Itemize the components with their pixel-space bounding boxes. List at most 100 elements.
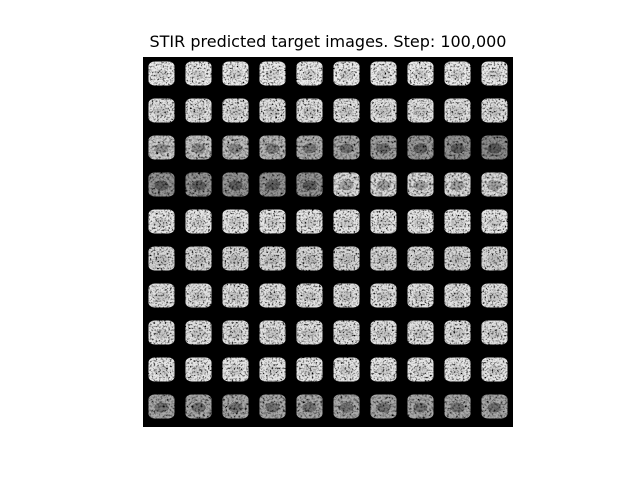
image-tile — [223, 173, 249, 197]
image-tile — [482, 62, 508, 86]
image-tile-structure — [488, 181, 502, 191]
image-tile — [408, 99, 434, 123]
image-tile — [260, 99, 286, 123]
image-tile — [371, 99, 397, 123]
image-tile — [297, 247, 323, 271]
image-tile-structure — [451, 403, 465, 413]
image-tile-structure — [377, 292, 391, 302]
image-tile — [149, 99, 175, 123]
image-tile — [445, 99, 471, 123]
image-tile — [149, 136, 175, 160]
image-tile-structure — [340, 107, 354, 117]
image-tile — [408, 247, 434, 271]
image-tile-structure — [488, 403, 502, 413]
image-tile — [334, 210, 360, 234]
image-tile-structure — [303, 329, 317, 339]
image-tile-structure — [192, 366, 206, 376]
image-tile-structure — [192, 292, 206, 302]
image-tile — [260, 210, 286, 234]
image-tile — [445, 210, 471, 234]
image-tile — [334, 395, 360, 419]
image-tile-structure — [303, 218, 317, 228]
image-tile — [149, 321, 175, 345]
image-tile-structure — [414, 107, 428, 117]
image-tile-structure — [488, 292, 502, 302]
image-tile — [223, 284, 249, 308]
image-tile-structure — [155, 181, 169, 191]
image-tile-structure — [451, 107, 465, 117]
image-tile — [408, 395, 434, 419]
image-tile-structure — [414, 403, 428, 413]
image-tile — [334, 62, 360, 86]
image-tile-structure — [192, 144, 206, 154]
image-tile — [223, 247, 249, 271]
image-tile — [445, 173, 471, 197]
image-tile-structure — [155, 403, 169, 413]
image-tile — [334, 321, 360, 345]
image-tile-structure — [229, 366, 243, 376]
image-tile-structure — [488, 70, 502, 80]
image-tile — [297, 99, 323, 123]
image-tile-structure — [451, 181, 465, 191]
image-tile-structure — [155, 107, 169, 117]
image-tile — [223, 62, 249, 86]
image-tile-structure — [229, 403, 243, 413]
image-tile-structure — [229, 181, 243, 191]
image-tile-structure — [377, 107, 391, 117]
image-tile-structure — [340, 366, 354, 376]
image-tile-structure — [488, 255, 502, 265]
image-tile — [149, 247, 175, 271]
image-tile-structure — [451, 70, 465, 80]
image-tile — [149, 358, 175, 382]
image-tile-structure — [340, 292, 354, 302]
image-tile-structure — [229, 292, 243, 302]
image-tile-structure — [303, 144, 317, 154]
image-tile — [408, 62, 434, 86]
image-tile-structure — [303, 70, 317, 80]
image-tile — [186, 284, 212, 308]
image-tile — [186, 321, 212, 345]
image-tile — [334, 247, 360, 271]
image-tile-structure — [229, 218, 243, 228]
image-tile — [149, 395, 175, 419]
image-tile — [408, 210, 434, 234]
image-tile-structure — [488, 329, 502, 339]
image-tile — [297, 62, 323, 86]
image-tile — [260, 136, 286, 160]
image-tile — [408, 173, 434, 197]
image-tile-structure — [229, 329, 243, 339]
image-tile-structure — [192, 218, 206, 228]
image-tile-structure — [155, 218, 169, 228]
image-tile — [297, 284, 323, 308]
image-tile — [297, 321, 323, 345]
image-tile — [149, 210, 175, 234]
image-tile — [297, 358, 323, 382]
image-tile — [186, 99, 212, 123]
image-tile — [371, 62, 397, 86]
image-tile — [408, 136, 434, 160]
image-tile — [482, 321, 508, 345]
image-tile — [482, 99, 508, 123]
image-tile-structure — [192, 181, 206, 191]
image-tile — [371, 395, 397, 419]
image-tile — [223, 99, 249, 123]
image-tile-structure — [155, 329, 169, 339]
image-tile-structure — [451, 144, 465, 154]
image-tile — [334, 99, 360, 123]
image-tile — [297, 395, 323, 419]
image-tile-structure — [451, 255, 465, 265]
image-tile — [334, 136, 360, 160]
image-tile-structure — [488, 144, 502, 154]
image-tile — [186, 173, 212, 197]
image-tile — [371, 173, 397, 197]
image-tile-structure — [340, 70, 354, 80]
image-tile-structure — [377, 218, 391, 228]
image-tile — [186, 247, 212, 271]
image-tile — [223, 321, 249, 345]
image-tile-structure — [451, 366, 465, 376]
image-tile-structure — [377, 366, 391, 376]
image-tile — [445, 62, 471, 86]
image-tile — [371, 321, 397, 345]
image-tile-structure — [340, 144, 354, 154]
image-tile — [445, 321, 471, 345]
